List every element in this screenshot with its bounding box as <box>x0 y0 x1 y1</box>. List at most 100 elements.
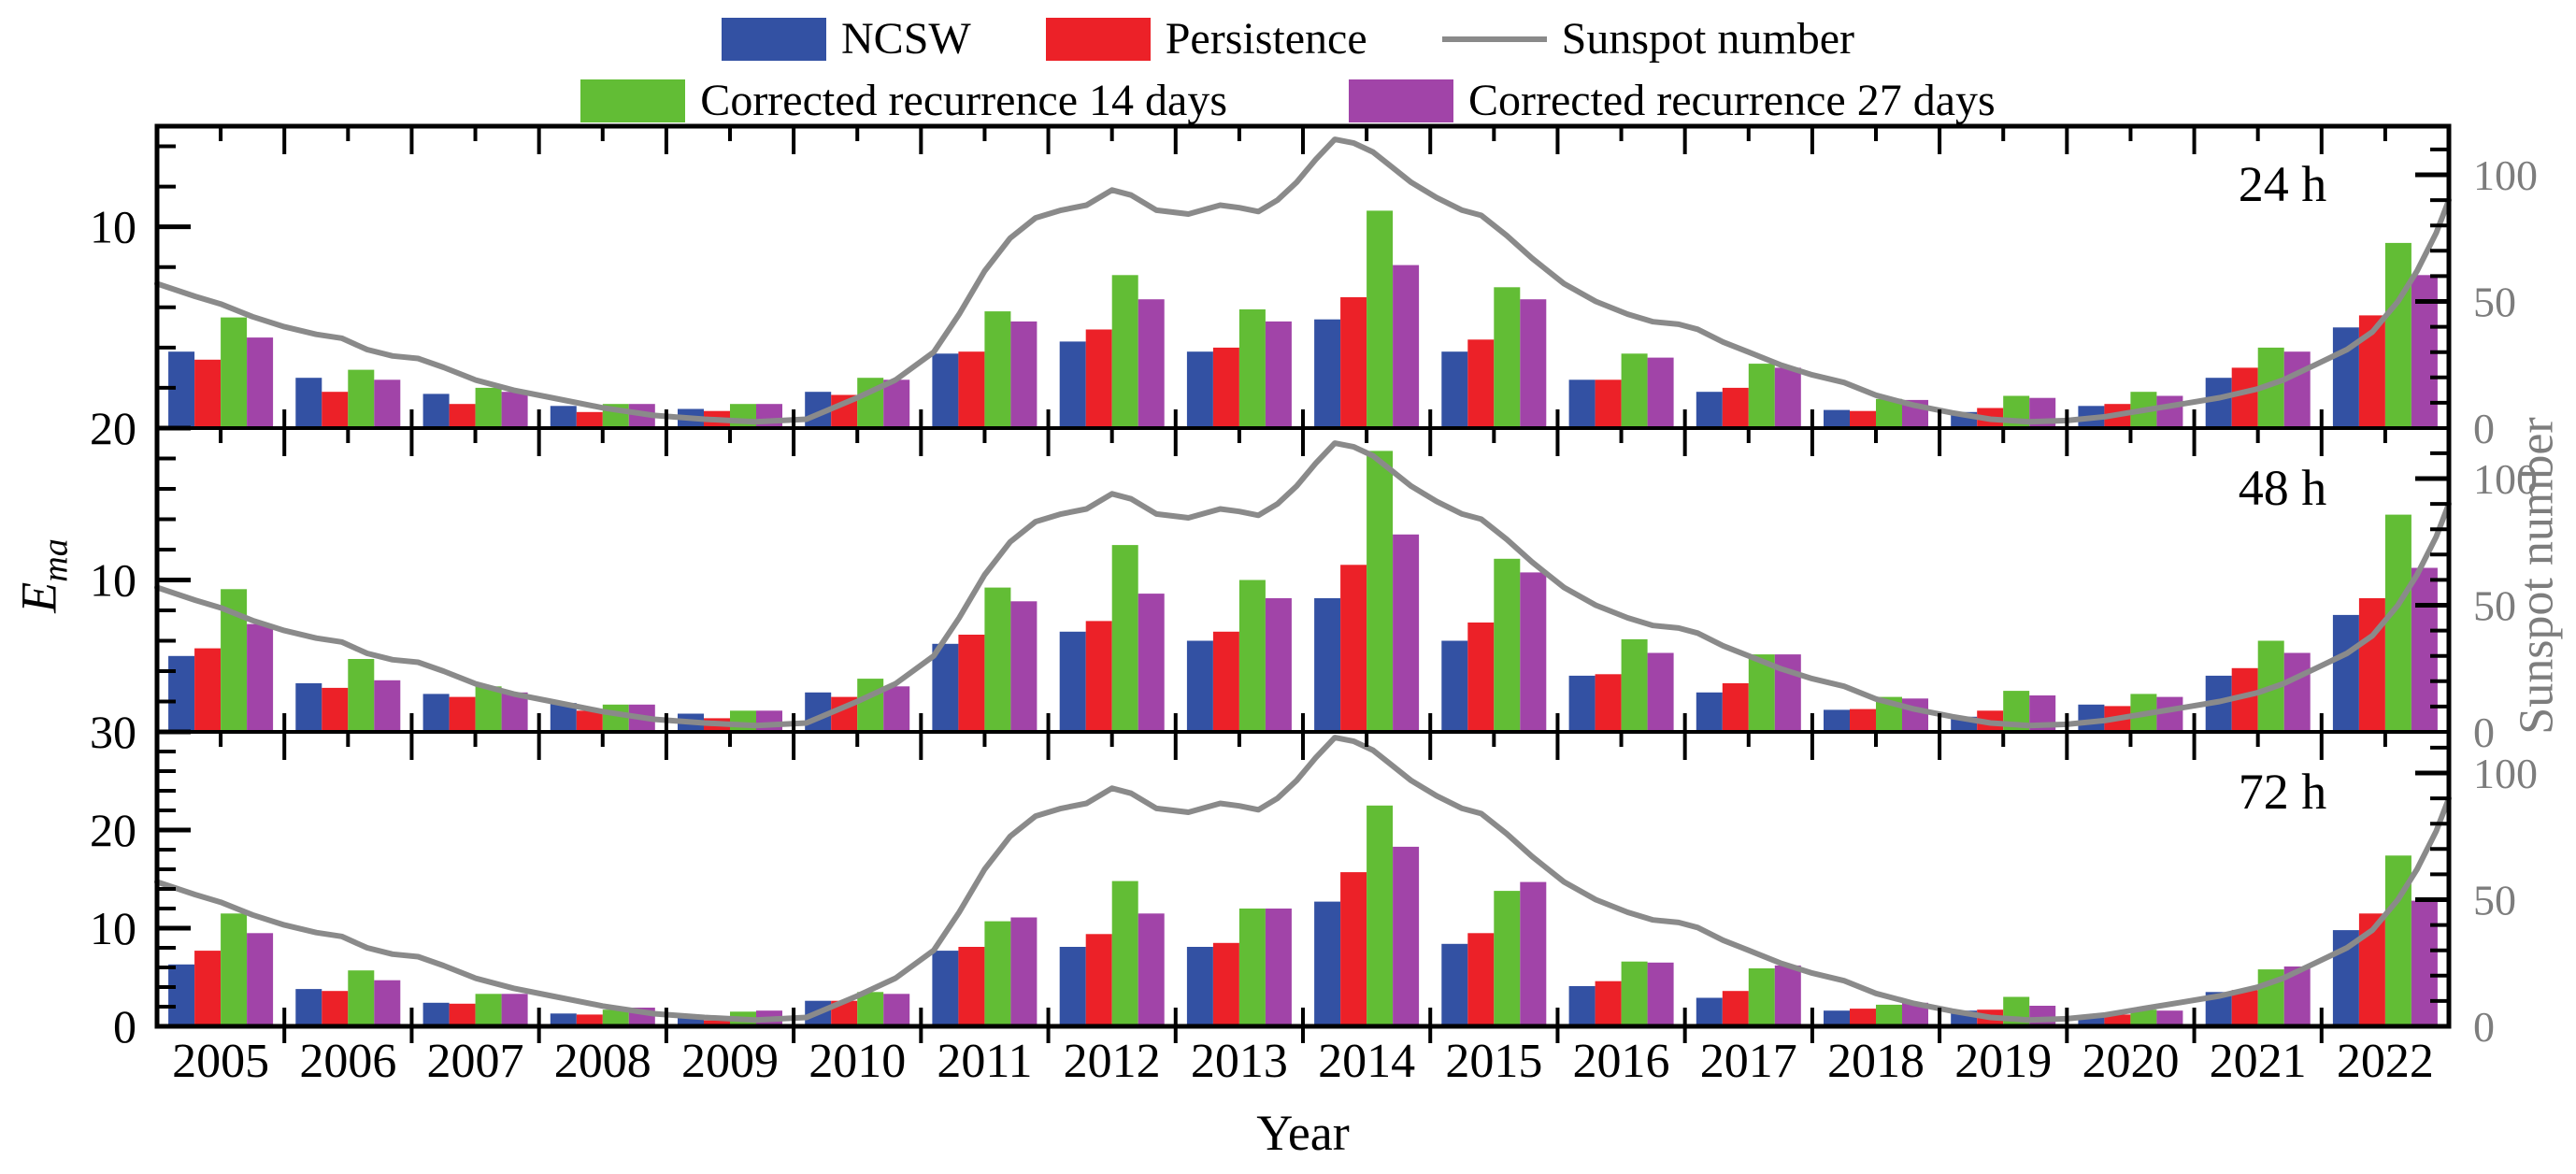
bar-persistence-2016 <box>1595 379 1622 428</box>
x-axis-label-2008: 2008 <box>554 1035 651 1088</box>
bar-persistence-2011 <box>958 351 985 428</box>
bar-corrected-recurrence-27-days-2005 <box>247 623 274 732</box>
x-axis-label-2015: 2015 <box>1445 1035 1542 1088</box>
bar-corrected-recurrence-27-days-2007 <box>501 392 528 428</box>
x-axis-label-2011: 2011 <box>937 1035 1032 1088</box>
bar-persistence-2012 <box>1085 934 1112 1026</box>
bar-corrected-recurrence-14-days-2006 <box>348 659 375 732</box>
bar-corrected-recurrence-14-days-2012 <box>1111 275 1138 428</box>
bar-persistence-2018 <box>1850 410 1876 428</box>
bar-ncsw-2016 <box>1568 986 1596 1026</box>
bar-persistence-2016 <box>1595 981 1622 1026</box>
bar-persistence-2013 <box>1212 347 1239 428</box>
bar-corrected-recurrence-14-days-2016 <box>1621 638 1648 732</box>
bar-ncsw-2008 <box>550 1013 577 1026</box>
bar-corrected-recurrence-27-days-2016 <box>1647 652 1674 732</box>
bar-ncsw-2017 <box>1696 392 1723 428</box>
bar-persistence-2016 <box>1595 674 1622 733</box>
legend-label-corr27: Corrected recurrence 27 days <box>1468 76 1996 125</box>
bar-persistence-2007 <box>449 1003 476 1026</box>
bar-ncsw-2007 <box>422 694 450 732</box>
bar-ncsw-2014 <box>1314 598 1341 732</box>
bar-corrected-recurrence-14-days-2006 <box>348 369 375 428</box>
x-axis-label-2009: 2009 <box>681 1035 779 1088</box>
bar-corrected-recurrence-27-days-2014 <box>1393 534 1420 733</box>
legend-label-ncsw: NCSW <box>841 14 971 64</box>
bar-persistence-2014 <box>1340 297 1367 428</box>
bar-corrected-recurrence-14-days-2018 <box>1876 1004 1902 1026</box>
bar-corrected-recurrence-27-days-2010 <box>883 994 910 1026</box>
bar-ncsw-2021 <box>2205 378 2232 428</box>
persistence-swatch-icon <box>1045 17 1151 61</box>
bar-persistence-2008 <box>576 411 603 428</box>
bar-corrected-recurrence-27-days-2013 <box>1265 598 1292 732</box>
sunspot-line-icon <box>1441 36 1547 42</box>
bar-corrected-recurrence-14-days-2005 <box>221 913 248 1027</box>
sunspot-line-panel-0 <box>154 136 2452 425</box>
bar-corrected-recurrence-14-days-2009 <box>730 710 756 733</box>
right-axis-label-p1-50: 50 <box>2473 582 2516 630</box>
bar-ncsw-2009 <box>678 1017 704 1026</box>
bar-persistence-2006 <box>322 991 349 1026</box>
bar-corrected-recurrence-27-days-2005 <box>247 337 274 428</box>
bar-persistence-2014 <box>1340 565 1367 733</box>
bar-corrected-recurrence-27-days-2012 <box>1138 299 1165 428</box>
bar-corrected-recurrence-14-days-2014 <box>1367 805 1394 1027</box>
y-axis-title-left: Ema <box>10 538 77 612</box>
bar-ncsw-2012 <box>1059 947 1086 1026</box>
bar-persistence-2014 <box>1340 872 1367 1026</box>
bar-persistence-2005 <box>194 359 222 428</box>
legend-item-sunspot: Sunspot number <box>1441 13 1854 64</box>
bar-persistence-2011 <box>958 635 985 732</box>
bar-corrected-recurrence-14-days-2013 <box>1238 580 1266 732</box>
bar-corrected-recurrence-14-days-2013 <box>1238 309 1266 428</box>
bar-corrected-recurrence-27-days-2011 <box>1010 601 1038 733</box>
x-axis-label-2012: 2012 <box>1064 1035 1161 1088</box>
bar-ncsw-2013 <box>1186 351 1213 428</box>
bar-corrected-recurrence-27-days-2006 <box>374 379 401 428</box>
x-axis-label-2014: 2014 <box>1318 1035 1415 1088</box>
left-axis-label-p2-0: 0 <box>113 1000 136 1052</box>
left-axis-label-p2-30: 30 <box>90 706 136 758</box>
bar-corrected-recurrence-14-days-2009 <box>730 404 756 428</box>
bar-corrected-recurrence-14-days-2006 <box>348 970 375 1027</box>
x-axis-label-2010: 2010 <box>809 1035 906 1088</box>
bar-ncsw-2020 <box>2078 1016 2105 1026</box>
bar-persistence-2020 <box>2104 1014 2131 1026</box>
bar-persistence-2012 <box>1085 329 1112 428</box>
bar-corrected-recurrence-27-days-2015 <box>1520 881 1547 1026</box>
legend-item-ncsw: NCSW <box>722 13 971 64</box>
bar-persistence-2018 <box>1850 1009 1876 1026</box>
bar-persistence-2021 <box>2231 367 2258 428</box>
bar-corrected-recurrence-27-days-2021 <box>2283 652 2311 732</box>
bar-corrected-recurrence-14-days-2011 <box>984 311 1011 428</box>
corr14-swatch-icon <box>580 79 686 122</box>
bar-corrected-recurrence-27-days-2011 <box>1010 917 1038 1026</box>
bar-corrected-recurrence-14-days-2016 <box>1621 961 1648 1026</box>
bar-corrected-recurrence-27-days-2010 <box>883 379 910 428</box>
x-axis-label-2016: 2016 <box>1573 1035 1670 1088</box>
bar-corrected-recurrence-27-days-2020 <box>2156 1010 2183 1026</box>
bar-persistence-2006 <box>322 392 349 428</box>
bar-corrected-recurrence-27-days-2007 <box>501 994 528 1026</box>
bar-ncsw-2017 <box>1696 692 1723 733</box>
bar-corrected-recurrence-27-days-2014 <box>1393 265 1420 428</box>
x-axis-label-2006: 2006 <box>299 1035 396 1088</box>
bar-persistence-2007 <box>449 696 476 732</box>
bar-ncsw-2016 <box>1568 675 1596 732</box>
bar-corrected-recurrence-14-days-2017 <box>1748 364 1775 428</box>
panel-label-48h: 48 h <box>2238 460 2327 516</box>
left-axis-label-p0-10: 10 <box>90 201 136 253</box>
y-axis-title-right: Sunspot number <box>2510 417 2564 735</box>
bar-persistence-2017 <box>1722 991 1749 1026</box>
bar-persistence-2007 <box>449 404 476 428</box>
bar-corrected-recurrence-14-days-2008 <box>602 1009 629 1026</box>
bar-persistence-2017 <box>1722 387 1749 428</box>
bar-ncsw-2007 <box>422 394 450 428</box>
bar-corrected-recurrence-27-days-2006 <box>374 980 401 1027</box>
bar-persistence-2012 <box>1085 621 1112 732</box>
bar-corrected-recurrence-27-days-2014 <box>1393 846 1420 1027</box>
bar-corrected-recurrence-14-days-2005 <box>221 317 248 428</box>
bar-corrected-recurrence-27-days-2021 <box>2283 351 2311 428</box>
x-axis-title: Year <box>1256 1105 1350 1161</box>
